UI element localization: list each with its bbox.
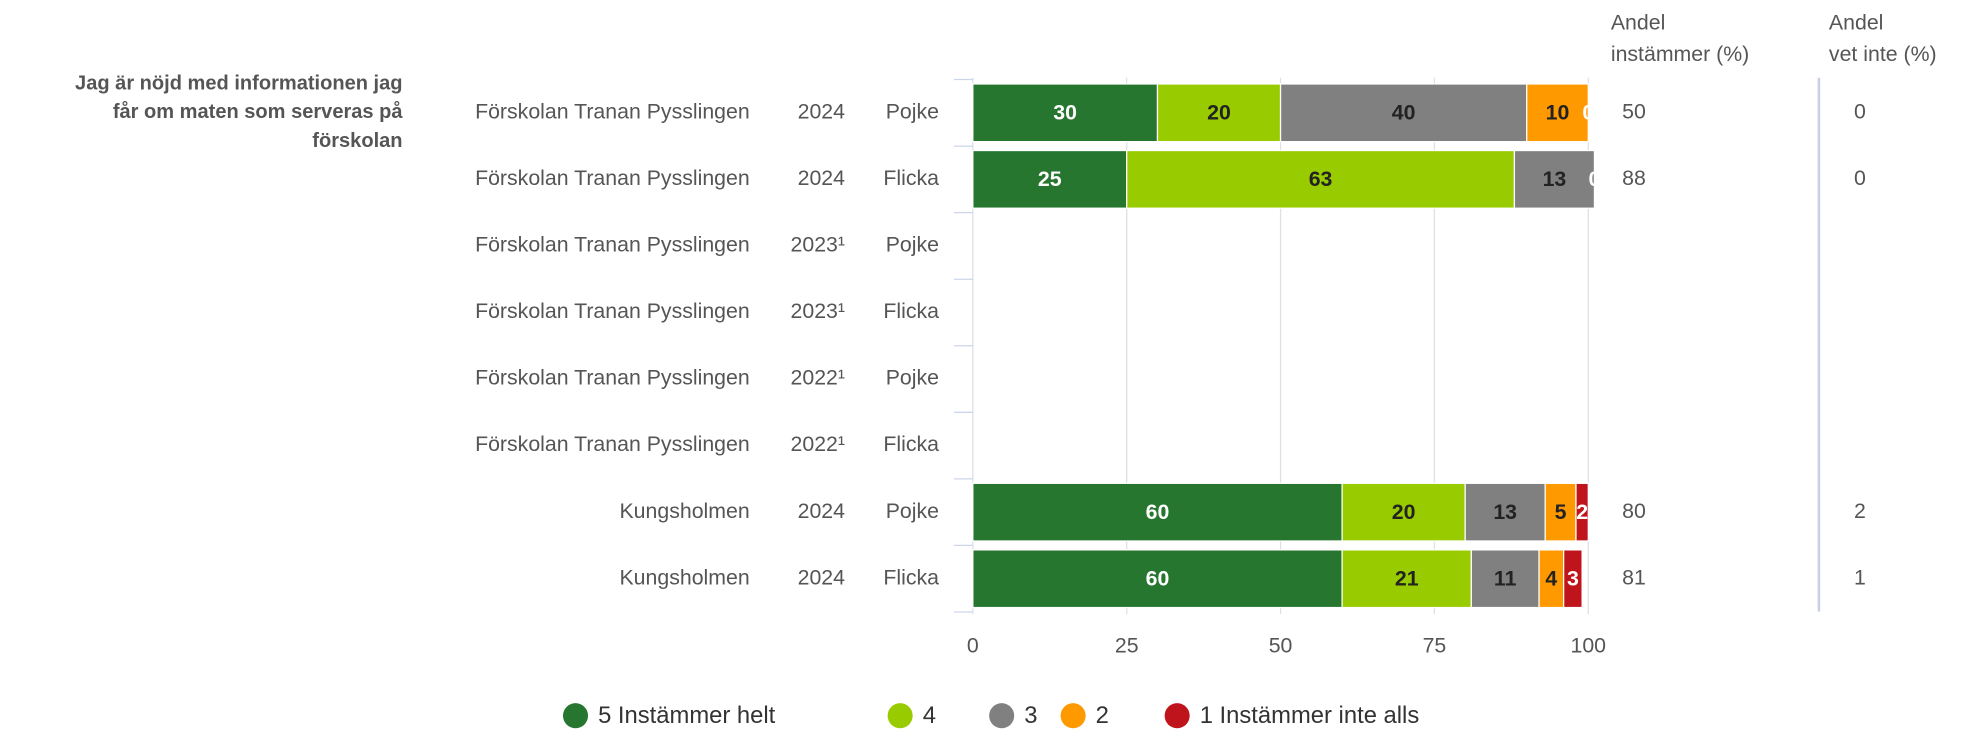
bar-segment [1513, 149, 1596, 209]
legend-marker [562, 703, 589, 729]
column-header: Andel [1611, 10, 1665, 34]
row-gender: Pojke [886, 99, 939, 123]
question: får om maten som serveras på [113, 100, 404, 123]
column-value: 50 [1622, 99, 1646, 123]
row-gender: Flicka [883, 432, 939, 456]
data-label: 0 [1589, 167, 1601, 191]
row-school: Kungsholmen [619, 565, 749, 589]
bar-segment [972, 549, 1343, 609]
row-year: 2024 [798, 565, 846, 589]
column-value: 2 [1854, 499, 1866, 523]
data-label: 60 [1146, 567, 1170, 591]
row-school: Förskolan Tranan Pysslingen [475, 366, 750, 390]
x-tick-label: 25 [1115, 633, 1139, 657]
data-label: 20 [1207, 101, 1231, 125]
row-school: Förskolan Tranan Pysslingen [475, 233, 750, 257]
data-label: 13 [1543, 167, 1567, 191]
column-header: Andel [1829, 10, 1883, 34]
column-value: 81 [1622, 565, 1646, 589]
bar-segment [1279, 83, 1528, 143]
data-label: 60 [1146, 500, 1170, 524]
legend-marker [1060, 703, 1086, 729]
data-label: 11 [1494, 567, 1517, 591]
data-label: 20 [1392, 500, 1416, 524]
bar-segment [1341, 482, 1466, 542]
row-gender: Flicka [883, 565, 939, 589]
row-year: 2024 [798, 499, 846, 523]
row-school: Förskolan Tranan Pysslingen [475, 299, 750, 323]
row-gender: Flicka [883, 166, 939, 190]
data-label: 40 [1392, 101, 1416, 125]
bar-segment [972, 83, 1159, 143]
bar-segment [1575, 482, 1589, 542]
column-value: 0 [1854, 166, 1866, 190]
x-tick-label: 100 [1571, 633, 1607, 657]
row-school: Förskolan Tranan Pysslingen [475, 99, 750, 123]
row-year: 2023¹ [791, 233, 845, 257]
data-label: 25 [1038, 167, 1062, 191]
legend-marker [989, 703, 1015, 729]
legend-label: 1 Instämmer inte alls [1200, 702, 1420, 729]
legend-label: 5 Instämmer helt [598, 702, 776, 729]
column-value: 80 [1622, 499, 1646, 523]
row-year: 2022¹ [791, 366, 845, 390]
data-label: 10 [1546, 101, 1570, 125]
bar-segment [1544, 482, 1577, 542]
data-label: 3 [1567, 567, 1579, 591]
data-label: 5 [1555, 500, 1567, 524]
data-label: 0 [1582, 101, 1594, 125]
column-header: vet inte (%) [1829, 42, 1937, 66]
bar-segment [1470, 549, 1540, 609]
column-value: 1 [1854, 565, 1866, 589]
row-year: 2023¹ [791, 299, 845, 323]
data-label: 63 [1309, 167, 1333, 191]
question: förskolan [312, 130, 402, 152]
row-school: Kungsholmen [619, 499, 749, 523]
legend-label: 4 [923, 702, 936, 729]
question: Jag är nöjd med informationen jag [75, 72, 402, 94]
row-year: 2024 [798, 99, 846, 123]
data-label: 2 [1576, 500, 1588, 524]
row-year: 2022¹ [791, 432, 845, 456]
column-value: 0 [1854, 99, 1866, 123]
legend-label: 3 [1024, 702, 1037, 729]
row-year: 2024 [798, 166, 846, 190]
data-label: 4 [1545, 567, 1557, 591]
column-value: 88 [1622, 166, 1646, 190]
row-gender: Pojke [886, 499, 939, 523]
x-tick-label: 0 [967, 633, 979, 657]
bar-segment [972, 149, 1128, 209]
row-gender: Pojke [886, 233, 939, 257]
row-school: Förskolan Tranan Pysslingen [475, 166, 750, 190]
column-header: instämmer (%) [1611, 42, 1749, 66]
legend-marker [1164, 703, 1190, 729]
bar-segment [1126, 149, 1516, 209]
bar-segment [1538, 549, 1565, 609]
data-label: 21 [1395, 567, 1419, 591]
row-gender: Pojke [886, 366, 939, 390]
data-label: 13 [1493, 500, 1517, 524]
row-school: Förskolan Tranan Pysslingen [475, 432, 750, 456]
x-tick-label: 75 [1423, 633, 1447, 657]
bar-segment [1563, 549, 1583, 609]
row-gender: Flicka [883, 299, 939, 323]
bar-segment [1341, 549, 1472, 609]
legend-marker [887, 703, 913, 729]
data-label: 30 [1053, 101, 1077, 125]
bar-segment [972, 482, 1343, 542]
x-tick-label: 50 [1269, 633, 1293, 657]
legend-label: 2 [1096, 702, 1109, 729]
bar-segment [1526, 83, 1589, 143]
